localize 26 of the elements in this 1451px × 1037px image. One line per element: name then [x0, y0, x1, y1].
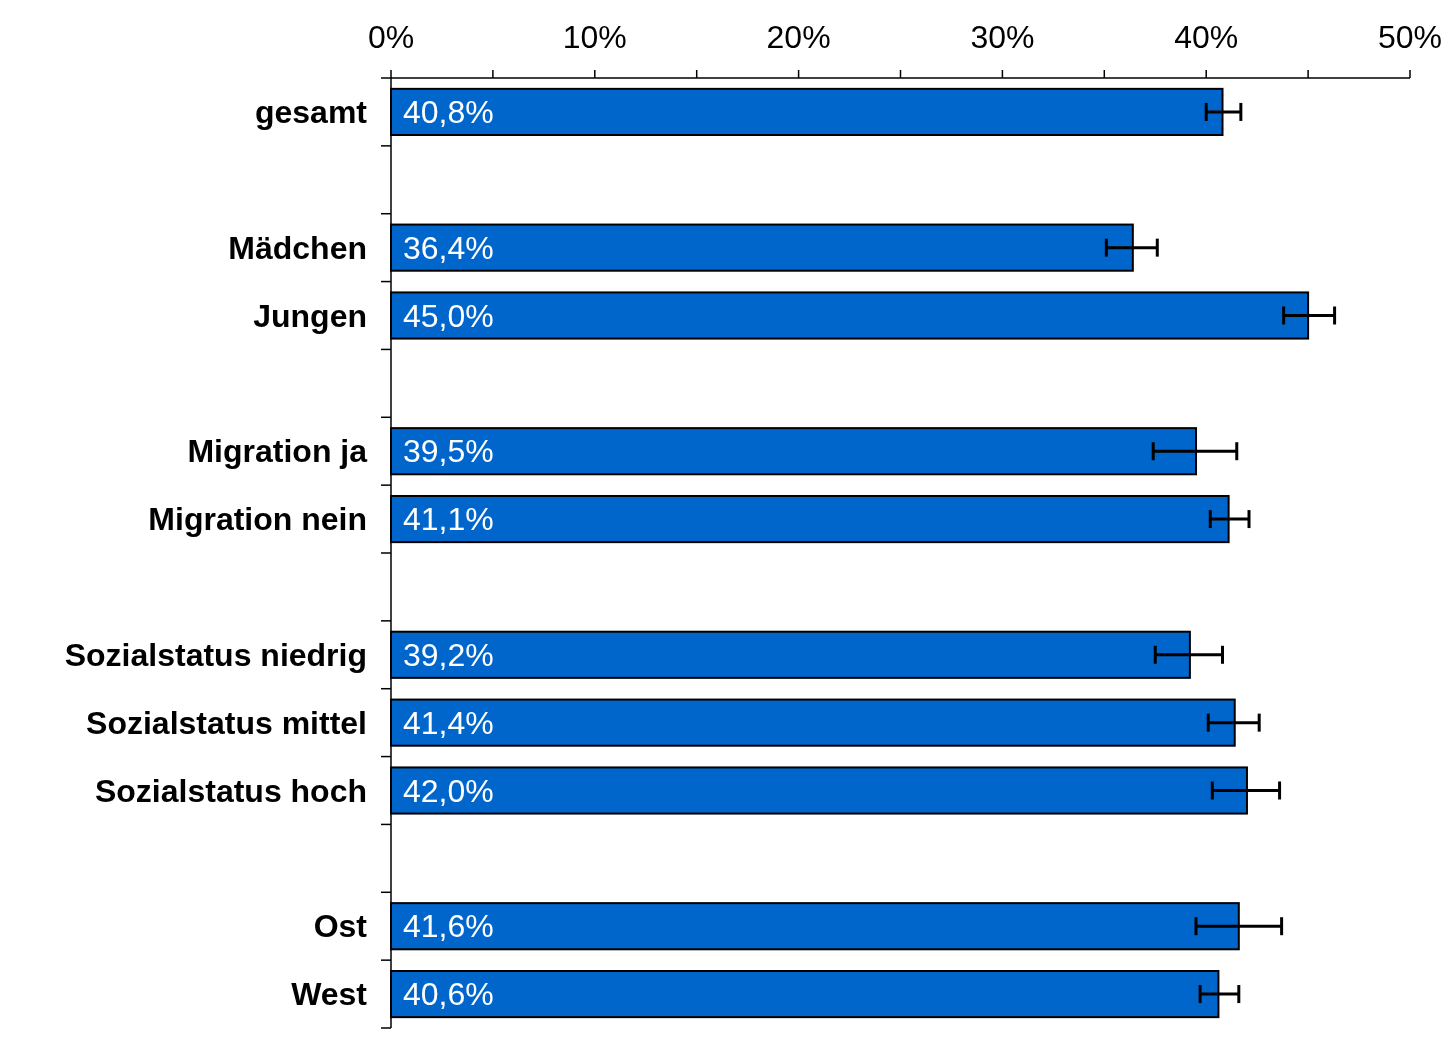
data-label: 41,1% [403, 501, 494, 538]
y-tick-label: Sozialstatus niedrig [64, 636, 367, 673]
x-tick-label: 50% [1377, 19, 1443, 55]
data-label: 45,0% [403, 297, 494, 334]
y-tick-label: Ost [313, 908, 368, 945]
x-tick-label: 30% [970, 19, 1035, 55]
data-label: 40,6% [403, 976, 494, 1013]
x-tick-label: 40% [1174, 19, 1239, 55]
data-label: 40,8% [403, 94, 494, 131]
y-tick-label: Jungen [253, 297, 367, 334]
y-tick-label: West [291, 976, 368, 1013]
data-label: 39,5% [403, 433, 494, 470]
y-tick-label: Sozialstatus hoch [94, 772, 367, 809]
y-tick-label: Sozialstatus mittel [86, 704, 367, 741]
y-tick-label: Migration nein [148, 501, 367, 538]
y-tick-label: Migration ja [187, 433, 368, 470]
x-tick-label: 10% [562, 19, 627, 55]
data-label: 41,6% [403, 908, 494, 945]
data-label: 36,4% [403, 229, 494, 266]
y-tick-label: gesamt [254, 94, 368, 131]
y-tick-label: Mädchen [228, 229, 367, 266]
data-label: 41,4% [403, 704, 494, 741]
data-label: 39,2% [403, 636, 494, 673]
data-label: 42,0% [403, 772, 494, 809]
x-tick-label: 20% [766, 19, 831, 55]
x-tick-label: 0% [367, 19, 415, 55]
